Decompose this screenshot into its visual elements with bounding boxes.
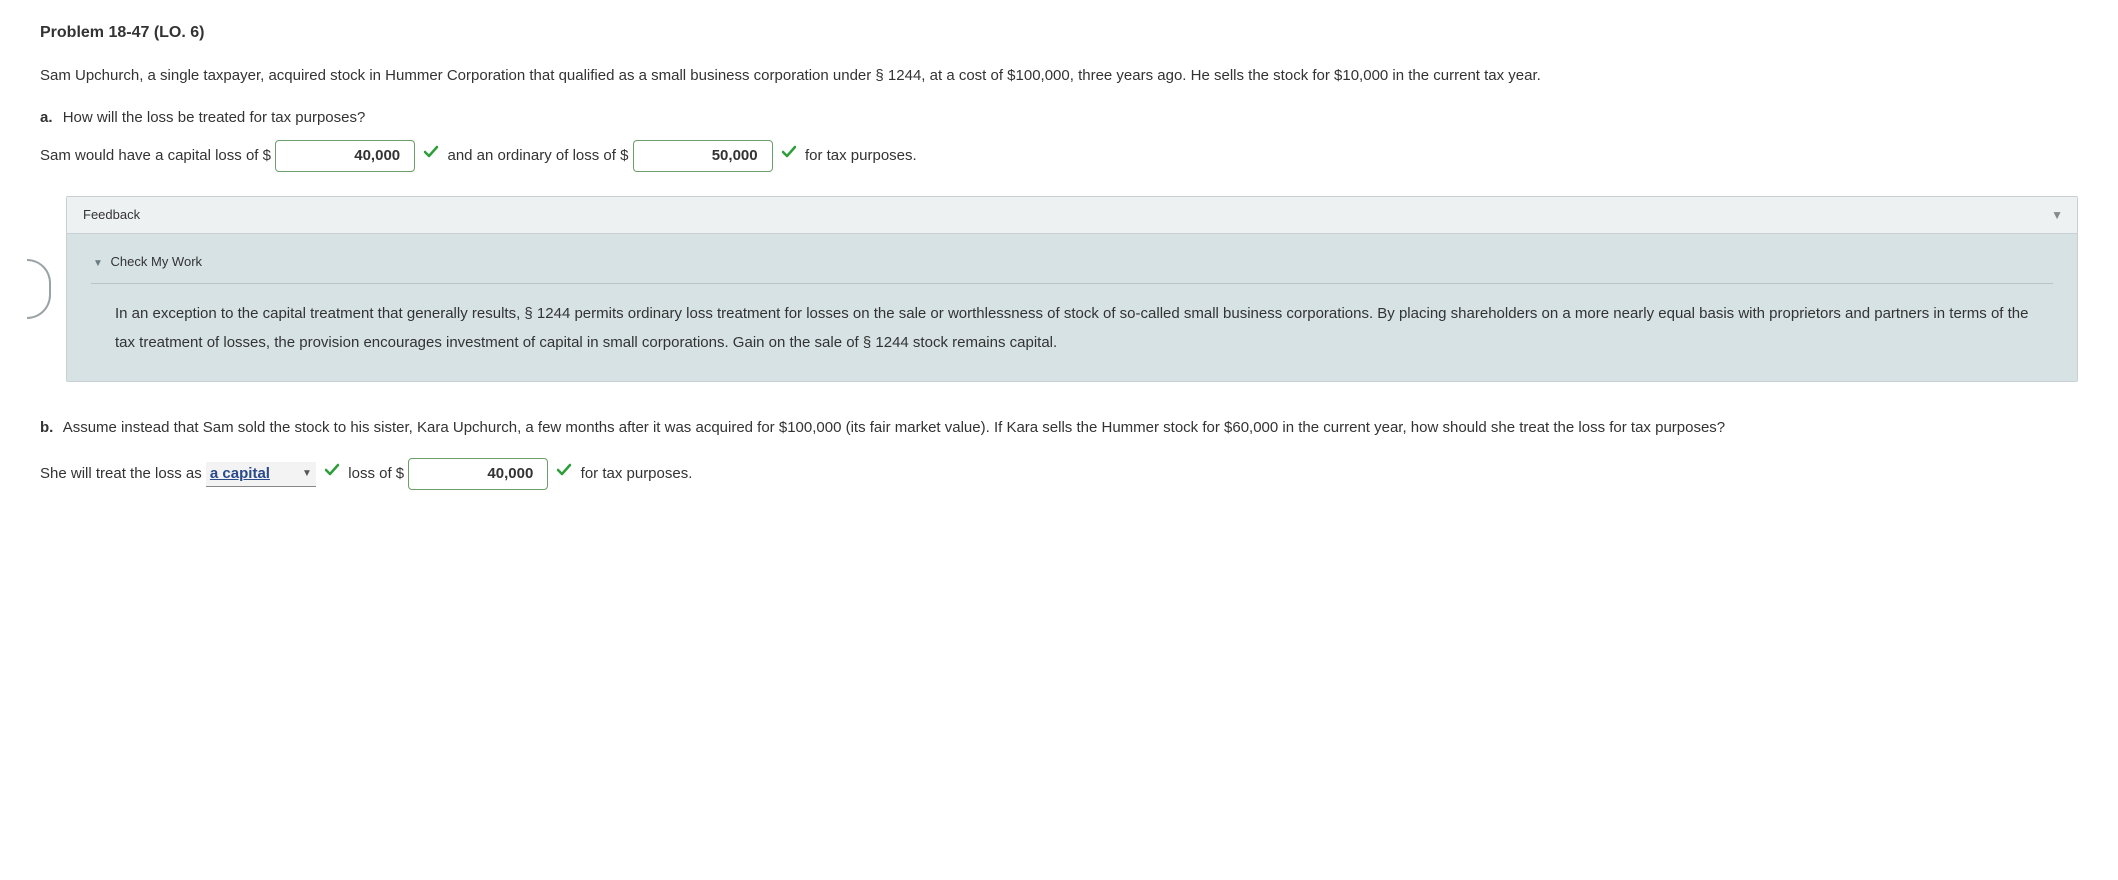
- part-b-marker: b.: [40, 419, 53, 436]
- part-a-question: How will the loss be treated for tax pur…: [63, 109, 366, 126]
- chevron-down-icon: ▼: [93, 258, 103, 269]
- ordinary-loss-input[interactable]: 50,000: [633, 140, 773, 172]
- collapse-caret-icon[interactable]: ▼: [2051, 206, 2063, 225]
- part-a-mid: and an ordinary of loss of $: [447, 147, 628, 164]
- part-a-question-line: a. How will the loss be treated for tax …: [40, 106, 2078, 130]
- problem-title: Problem 18-47 (LO. 6): [40, 20, 2078, 46]
- feedback-text: In an exception to the capital treatment…: [91, 300, 2053, 357]
- problem-intro: Sam Upchurch, a single taxpayer, acquire…: [40, 64, 2078, 88]
- feedback-panel: Feedback ▼ ▼ Check My Work In an excepti…: [66, 196, 2078, 383]
- part-a-prefix: Sam would have a capital loss of $: [40, 147, 271, 164]
- part-b-answer-line: She will treat the loss as a capital ▼ l…: [40, 458, 2078, 490]
- loss-type-value: a capital: [210, 465, 270, 482]
- check-my-work-toggle[interactable]: ▼ Check My Work: [91, 246, 2053, 284]
- part-a-answer-line: Sam would have a capital loss of $ 40,00…: [40, 140, 2078, 172]
- capital-loss-input[interactable]: 40,000: [275, 140, 415, 172]
- part-b-question-line: b. Assume instead that Sam sold the stoc…: [40, 416, 2078, 440]
- part-a-suffix: for tax purposes.: [805, 147, 917, 164]
- feedback-header[interactable]: Feedback ▼: [67, 197, 2077, 235]
- loss-type-select[interactable]: a capital ▼: [206, 462, 316, 487]
- part-b-loss-input[interactable]: 40,000: [408, 458, 548, 490]
- chevron-down-icon: ▼: [302, 466, 312, 482]
- check-my-work-label: Check My Work: [111, 254, 203, 269]
- feedback-body: ▼ Check My Work In an exception to the c…: [67, 234, 2077, 381]
- feedback-header-label: Feedback: [83, 207, 140, 222]
- part-b-suffix: for tax purposes.: [581, 465, 693, 482]
- part-b-prefix: She will treat the loss as: [40, 465, 206, 482]
- part-b-mid: loss of $: [348, 465, 404, 482]
- check-icon: [781, 144, 797, 168]
- check-icon: [423, 144, 439, 168]
- check-icon: [324, 462, 340, 486]
- part-b-question: Assume instead that Sam sold the stock t…: [63, 419, 1725, 436]
- check-icon: [556, 462, 572, 486]
- side-arc-icon: [27, 259, 51, 319]
- part-a-marker: a.: [40, 109, 53, 126]
